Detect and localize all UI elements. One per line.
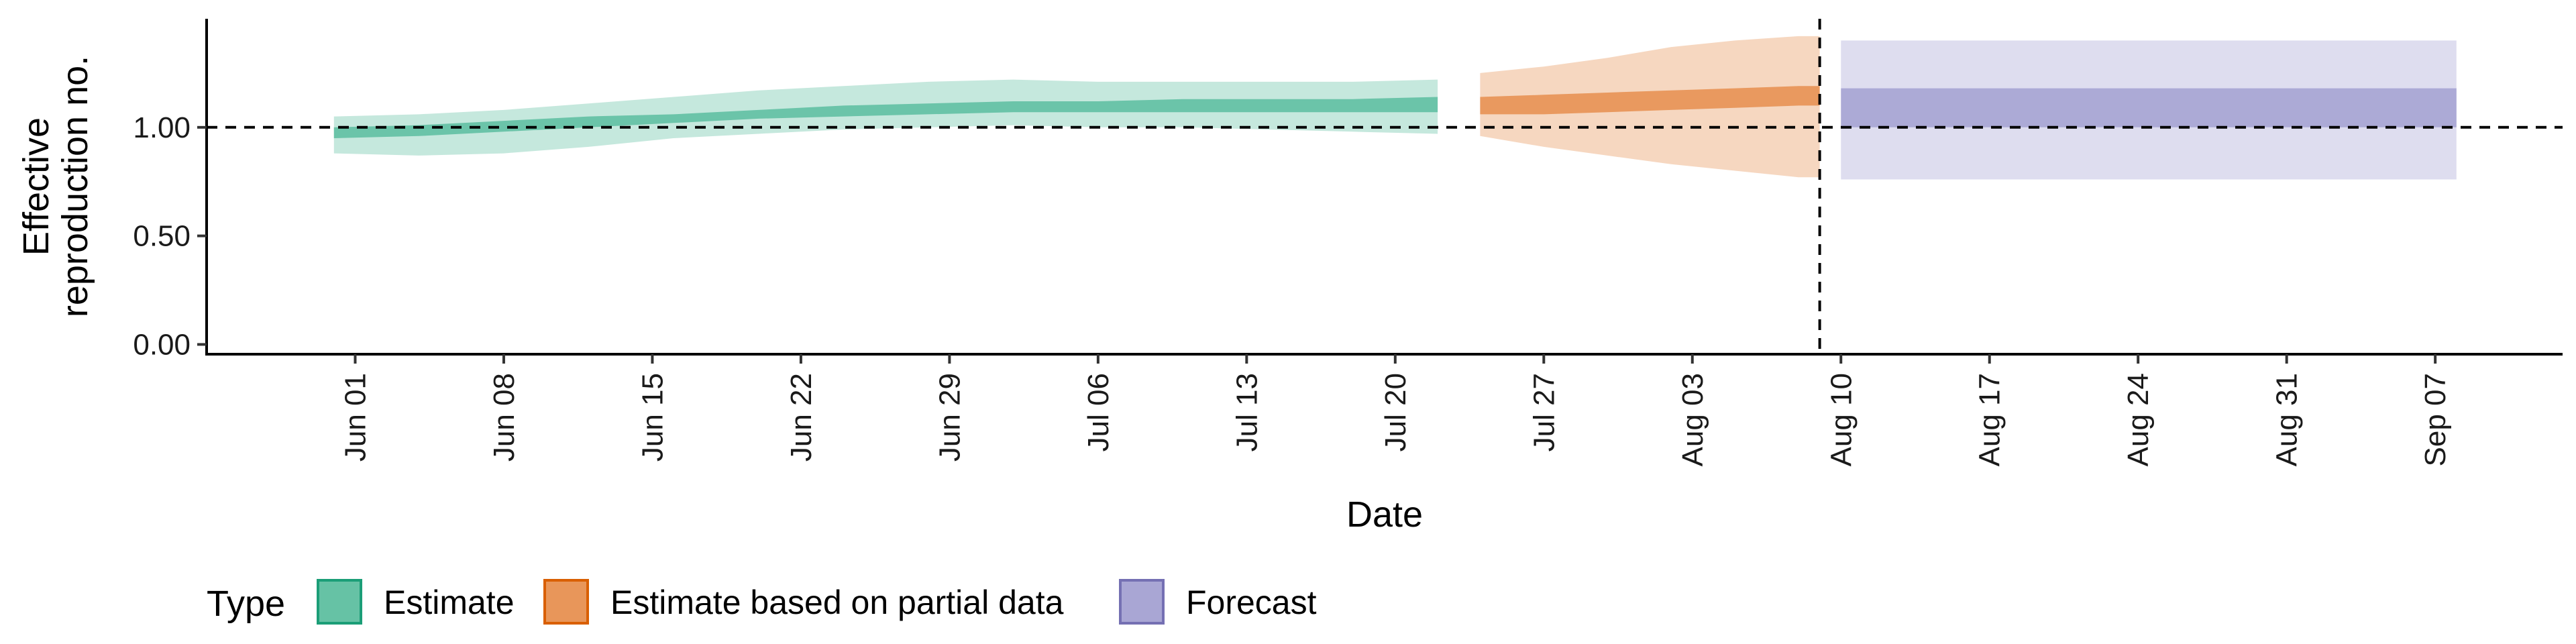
axes-layer: 0.00 0.50 1.00 Jun 01 Jun 08 Jun 15 Jun 22 Jun … <box>16 19 2563 535</box>
x-tick-label: Aug 31 <box>2271 373 2304 466</box>
legend-label: Estimate based on partial data <box>610 584 1064 621</box>
legend-swatch <box>1119 579 1165 625</box>
x-tick-label: Jul 27 <box>1527 373 1560 451</box>
legend-swatch <box>543 579 589 625</box>
y-tick-label: 0.00 <box>133 328 191 361</box>
legend-label: Forecast <box>1186 584 1317 621</box>
band-50-forecast <box>1841 88 2457 127</box>
y-axis-title-line: reproduction no. <box>55 56 95 317</box>
x-tick-label: Jun 22 <box>785 373 818 462</box>
x-tick-label: Jul 06 <box>1082 373 1115 451</box>
legend-title: Type <box>207 584 285 624</box>
x-tick-label: Sep 07 <box>2419 373 2452 466</box>
x-tick-label: Aug 24 <box>2122 373 2155 466</box>
x-tick-label: Jun 15 <box>636 373 669 462</box>
x-tick-label: Jul 20 <box>1379 373 1412 451</box>
x-tick-label: Aug 03 <box>1676 373 1709 466</box>
x-tick-label: Jun 08 <box>488 373 521 462</box>
legend-label: Estimate <box>384 584 515 621</box>
x-tick-label: Jun 29 <box>933 373 966 462</box>
x-tick-label: Aug 10 <box>1825 373 1858 466</box>
band-50-estimate-based-on-partial-data <box>1480 86 1820 115</box>
band-90-estimate <box>333 79 1438 156</box>
band-layer <box>333 36 2457 180</box>
y-axis-title: Effectivereproduction no. <box>16 56 95 317</box>
y-tick-label: 1.00 <box>133 111 191 144</box>
x-tick-label: Jun 01 <box>339 373 372 462</box>
x-tick-label: Aug 17 <box>1974 373 2006 466</box>
y-tick-label: 0.50 <box>133 220 191 253</box>
band-50-estimate <box>333 97 1438 138</box>
reference-line-layer <box>207 19 2563 354</box>
legend: Type Estimate Estimate based on partial da… <box>207 579 1317 625</box>
y-axis-title-line: Effective <box>16 117 56 256</box>
x-axis-title: Date <box>1346 494 1423 535</box>
x-tick-label: Jul 13 <box>1230 373 1263 451</box>
legend-swatch <box>317 579 362 625</box>
